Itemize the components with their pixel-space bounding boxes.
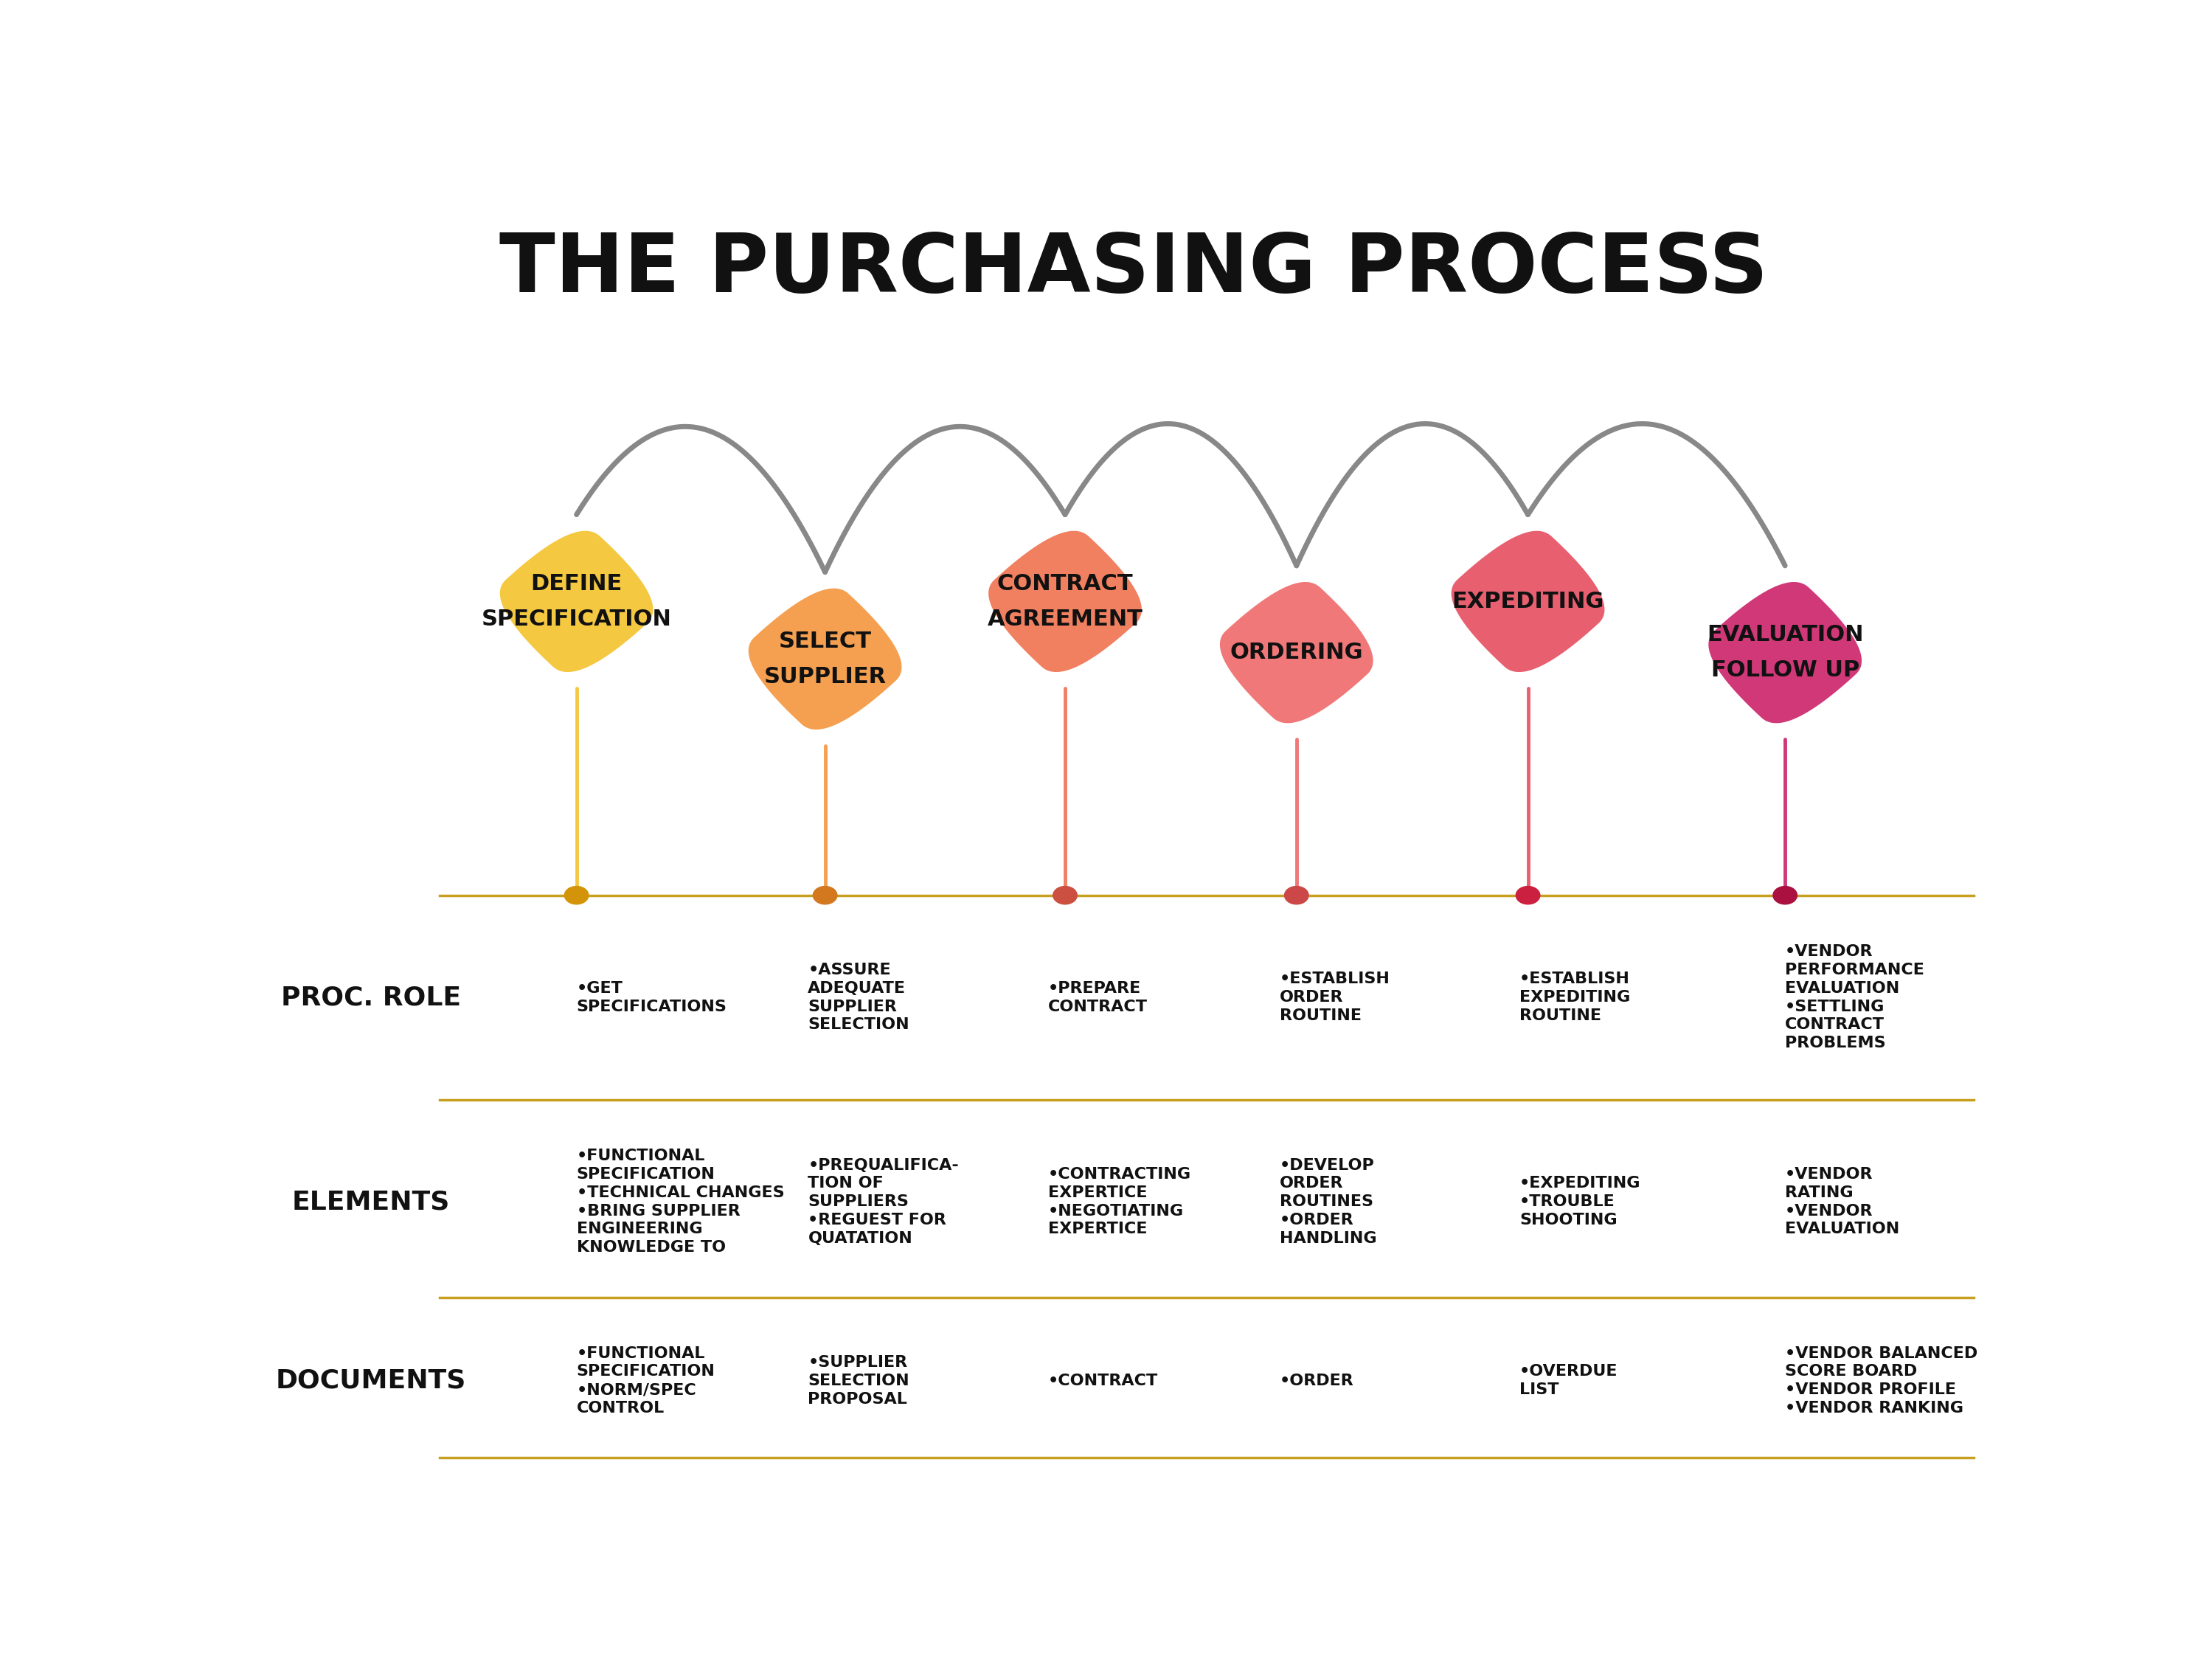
- Circle shape: [814, 886, 836, 904]
- Text: FOLLOW UP: FOLLOW UP: [1710, 660, 1860, 682]
- Text: EXPEDITING: EXPEDITING: [1451, 591, 1604, 612]
- Text: •OVERDUE
LIST: •OVERDUE LIST: [1520, 1364, 1617, 1397]
- Text: •CONTRACTING
EXPERTICE
•NEGOTIATING
EXPERTICE: •CONTRACTING EXPERTICE •NEGOTIATING EXPE…: [1048, 1166, 1190, 1236]
- Circle shape: [1515, 886, 1540, 904]
- Text: •VENDOR
RATING
•VENDOR
EVALUATION: •VENDOR RATING •VENDOR EVALUATION: [1785, 1166, 1900, 1236]
- Text: THE PURCHASING PROCESS: THE PURCHASING PROCESS: [500, 231, 1767, 309]
- Circle shape: [1774, 886, 1796, 904]
- Circle shape: [1285, 886, 1310, 904]
- Polygon shape: [748, 589, 902, 730]
- Text: •CONTRACT: •CONTRACT: [1048, 1374, 1159, 1389]
- Text: EVALUATION: EVALUATION: [1708, 624, 1863, 645]
- Text: AGREEMENT: AGREEMENT: [987, 609, 1144, 630]
- Polygon shape: [1708, 582, 1863, 723]
- Text: ORDERING: ORDERING: [1230, 642, 1363, 664]
- Text: •VENDOR BALANCED
SCORE BOARD
•VENDOR PROFILE
•VENDOR RANKING: •VENDOR BALANCED SCORE BOARD •VENDOR PRO…: [1785, 1345, 1978, 1415]
- Polygon shape: [500, 531, 653, 672]
- Text: •DEVELOP
ORDER
ROUTINES
•ORDER
HANDLING: •DEVELOP ORDER ROUTINES •ORDER HANDLING: [1279, 1158, 1376, 1246]
- Text: •PREQUALIFICA-
TION OF
SUPPLIERS
•REGUEST FOR
QUATATION: •PREQUALIFICA- TION OF SUPPLIERS •REGUES…: [807, 1158, 960, 1246]
- Text: ELEMENTS: ELEMENTS: [292, 1190, 449, 1214]
- Circle shape: [1053, 886, 1077, 904]
- Text: •SUPPLIER
SELECTION
PROPOSAL: •SUPPLIER SELECTION PROPOSAL: [807, 1355, 909, 1407]
- Text: CONTRACT: CONTRACT: [998, 572, 1133, 594]
- Text: •PREPARE
CONTRACT: •PREPARE CONTRACT: [1048, 980, 1148, 1014]
- Text: DOCUMENTS: DOCUMENTS: [276, 1369, 467, 1394]
- Text: •FUNCTIONAL
SPECIFICATION
•TECHNICAL CHANGES
•BRING SUPPLIER
ENGINEERING
KNOWLED: •FUNCTIONAL SPECIFICATION •TECHNICAL CHA…: [577, 1148, 785, 1254]
- Text: SPECIFICATION: SPECIFICATION: [482, 609, 672, 630]
- Polygon shape: [1451, 531, 1604, 672]
- Text: •VENDOR
PERFORMANCE
EVALUATION
•SETTLING
CONTRACT
PROBLEMS: •VENDOR PERFORMANCE EVALUATION •SETTLING…: [1785, 944, 1924, 1050]
- Polygon shape: [989, 531, 1141, 672]
- Text: •GET
SPECIFICATIONS: •GET SPECIFICATIONS: [577, 980, 728, 1014]
- Text: PROC. ROLE: PROC. ROLE: [281, 985, 460, 1010]
- Text: •ORDER: •ORDER: [1279, 1374, 1354, 1389]
- Text: •ESTABLISH
ORDER
ROUTINE: •ESTABLISH ORDER ROUTINE: [1279, 972, 1389, 1024]
- Text: •FUNCTIONAL
SPECIFICATION
•NORM/SPEC
CONTROL: •FUNCTIONAL SPECIFICATION •NORM/SPEC CON…: [577, 1345, 714, 1415]
- Polygon shape: [1219, 582, 1374, 723]
- Text: •EXPEDITING
•TROUBLE
SHOOTING: •EXPEDITING •TROUBLE SHOOTING: [1520, 1176, 1641, 1228]
- Text: SELECT: SELECT: [779, 630, 872, 652]
- Text: SUPPLIER: SUPPLIER: [763, 667, 887, 687]
- Text: •ESTABLISH
EXPEDITING
ROUTINE: •ESTABLISH EXPEDITING ROUTINE: [1520, 972, 1630, 1024]
- Text: DEFINE: DEFINE: [531, 572, 622, 594]
- Text: •ASSURE
ADEQUATE
SUPPLIER
SELECTION: •ASSURE ADEQUATE SUPPLIER SELECTION: [807, 962, 909, 1032]
- Circle shape: [564, 886, 588, 904]
